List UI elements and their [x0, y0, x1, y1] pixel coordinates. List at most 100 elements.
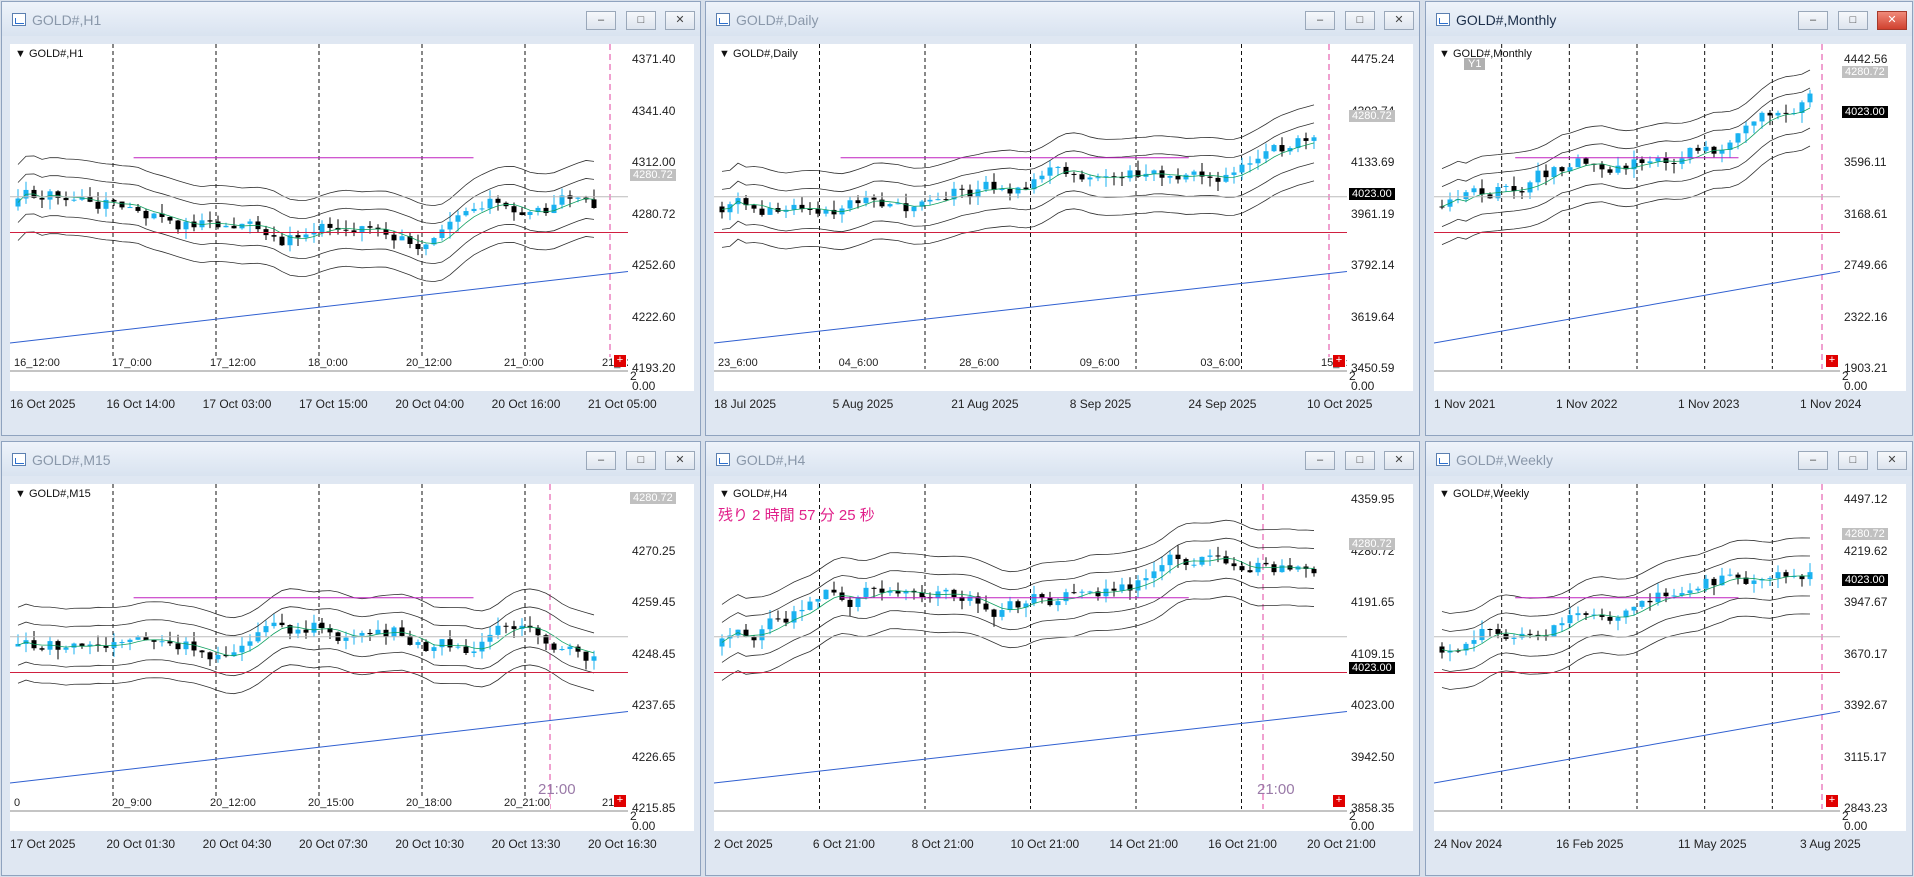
- add-indicator-icon[interactable]: +: [614, 795, 626, 807]
- maximize-button[interactable]: □: [626, 11, 656, 30]
- price-label: 3942.50: [1351, 749, 1395, 764]
- time-label: 20 Oct 07:30: [299, 837, 368, 851]
- candle-body: [1735, 574, 1741, 578]
- candle-body: [1567, 167, 1573, 172]
- chart-plot-area[interactable]: ▼ GOLD#,Monthly Y1 +: [1434, 44, 1840, 391]
- chart-window[interactable]: GOLD#,M15 – □ ✕ ▼ GOLD#,M15 0 20_9:00 20_12:00 2…: [1, 441, 701, 876]
- candle-body: [1695, 147, 1701, 151]
- chart-window-icon: [12, 13, 26, 26]
- candlestick-chart[interactable]: [714, 44, 1347, 391]
- time-label: 10 Oct 2025: [1307, 397, 1373, 411]
- close-button[interactable]: ✕: [665, 11, 695, 30]
- candle-body: [1727, 574, 1733, 576]
- maximize-button[interactable]: □: [1838, 451, 1868, 470]
- maximize-button[interactable]: □: [1345, 11, 1375, 30]
- title-bar[interactable]: GOLD#,Monthly – □ ✕: [1426, 2, 1912, 36]
- chart-plot-area[interactable]: ▼ GOLD#,Daily 23_6:00 04_6:00 28_6:00 09_6:0…: [714, 44, 1347, 391]
- bollinger-band: [1441, 575, 1811, 652]
- candle-body: [455, 215, 461, 222]
- bollinger-band: [721, 142, 1315, 213]
- price-label: 4270.25: [632, 543, 676, 558]
- candle-body: [119, 201, 125, 208]
- candlestick-chart[interactable]: [10, 484, 628, 831]
- candle-body: [1559, 167, 1565, 172]
- close-button[interactable]: ✕: [1384, 11, 1414, 30]
- candle-body: [1271, 145, 1277, 152]
- minimize-button[interactable]: –: [1798, 451, 1828, 470]
- chart-plot-area[interactable]: ▼ GOLD#,Weekly +: [1434, 484, 1840, 831]
- price-axis: 4359.95 4280.72 4191.65 4109.15 4023.00 3942.…: [1347, 484, 1413, 833]
- close-button[interactable]: ✕: [665, 451, 695, 470]
- chart-window[interactable]: GOLD#,Weekly – □ ✕ ▼ GOLD#,Weekly +4497.12 421…: [1425, 441, 1913, 876]
- price-label: 4191.65: [1351, 595, 1395, 609]
- candle-body: [1503, 186, 1509, 188]
- volume-label: 2: [1842, 809, 1849, 823]
- candle-body: [1551, 625, 1557, 637]
- candle-body: [71, 643, 77, 648]
- title-bar[interactable]: GOLD#,H1 – □ ✕: [2, 2, 700, 36]
- chart-plot-area[interactable]: ▼ GOLD#,M15 0 20_9:00 20_12:00 20_15:00 20_18…: [10, 484, 628, 831]
- title-bar[interactable]: GOLD#,Daily – □ ✕: [706, 2, 1419, 36]
- minimize-button[interactable]: –: [1798, 11, 1828, 30]
- candle-body: [1527, 633, 1533, 635]
- maximize-button[interactable]: □: [626, 451, 656, 470]
- price-label: 4222.60: [632, 309, 676, 324]
- minimize-button[interactable]: –: [1305, 451, 1335, 470]
- candle-body: [975, 189, 981, 198]
- trend-line: [714, 271, 1347, 344]
- bollinger-band: [17, 173, 595, 225]
- chart-plot-area[interactable]: ▼ GOLD#,H4 21:00 残り 2 時間 57 分 25 秒 +: [714, 484, 1347, 831]
- bollinger-band: [17, 664, 595, 695]
- add-indicator-icon[interactable]: +: [1826, 795, 1838, 807]
- candle-body: [215, 221, 221, 228]
- overlay-label: Y1: [1464, 58, 1486, 70]
- candle-body: [199, 650, 205, 653]
- bid-price-tag: 4280.72: [1349, 110, 1395, 122]
- price-label: 4259.45: [632, 595, 676, 609]
- candle-body: [471, 651, 477, 653]
- title-bar[interactable]: GOLD#,H4 – □ ✕: [706, 442, 1419, 476]
- minimize-button[interactable]: –: [586, 11, 616, 30]
- title-bar[interactable]: GOLD#,M15 – □ ✕: [2, 442, 700, 476]
- title-bar[interactable]: GOLD#,Weekly – □ ✕: [1426, 442, 1912, 476]
- candlestick-chart[interactable]: [714, 484, 1347, 831]
- candle-body: [535, 627, 541, 636]
- price-label: 3961.19: [1351, 206, 1395, 221]
- close-button[interactable]: ✕: [1384, 451, 1414, 470]
- close-button[interactable]: ✕: [1877, 451, 1907, 470]
- candle-body: [279, 236, 285, 246]
- candle-body: [407, 236, 413, 244]
- candle-body: [527, 211, 533, 215]
- candle-body: [535, 207, 541, 212]
- candlestick-chart[interactable]: [10, 44, 628, 391]
- candlestick-chart[interactable]: [1434, 44, 1840, 391]
- time-label: 1 Nov 2021: [1434, 397, 1496, 411]
- price-label: 0.00: [632, 379, 656, 393]
- add-indicator-icon[interactable]: +: [1333, 355, 1345, 367]
- window-title: GOLD#,H1: [32, 12, 102, 28]
- time-label: 17 Oct 03:00: [202, 397, 272, 411]
- add-indicator-icon[interactable]: +: [1333, 795, 1345, 807]
- close-button[interactable]: ✕: [1877, 11, 1907, 30]
- chart-window[interactable]: GOLD#,H1 – □ ✕ ▼ GOLD#,H1 16_12:00 17_0:00 17_1…: [1, 1, 701, 436]
- add-indicator-icon[interactable]: +: [614, 355, 626, 367]
- maximize-button[interactable]: □: [1345, 451, 1375, 470]
- candle-body: [311, 232, 317, 235]
- candle-body: [903, 203, 909, 212]
- candle-body: [1087, 177, 1093, 180]
- chart-window[interactable]: GOLD#,H4 – □ ✕ ▼ GOLD#,H4 21:00 残り 2 時間 57 分 2…: [705, 441, 1420, 876]
- candlestick-chart[interactable]: [1434, 484, 1840, 831]
- add-indicator-icon[interactable]: +: [1826, 355, 1838, 367]
- chart-window[interactable]: GOLD#,Daily – □ ✕ ▼ GOLD#,Daily 23_6:00 04_6:0…: [705, 1, 1420, 436]
- maximize-button[interactable]: □: [1838, 11, 1868, 30]
- time-axis: 1 Nov 2021 1 Nov 2022 1 Nov 2023 1 Nov 2024: [1434, 393, 1906, 415]
- candle-body: [79, 643, 85, 647]
- chart-plot-area[interactable]: ▼ GOLD#,H1 16_12:00 17_0:00 17_12:00 18_0:00…: [10, 44, 628, 391]
- chart-window[interactable]: GOLD#,Monthly – □ ✕ ▼ GOLD#,Monthly Y1 +4442.5…: [1425, 1, 1913, 436]
- time-label: 24 Sep 2025: [1188, 397, 1257, 411]
- minimize-button[interactable]: –: [1305, 11, 1335, 30]
- minimize-button[interactable]: –: [586, 451, 616, 470]
- candle-body: [1551, 167, 1557, 178]
- window-title: GOLD#,Daily: [736, 12, 819, 28]
- candle-body: [911, 206, 917, 212]
